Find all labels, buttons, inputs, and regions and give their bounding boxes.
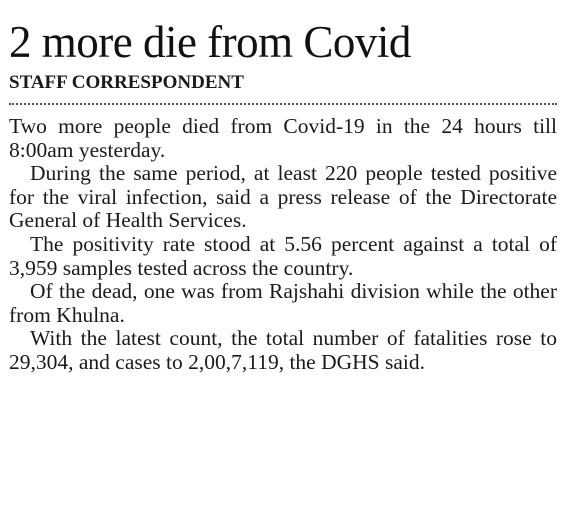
article-paragraph: With the latest count, the total number … <box>9 326 557 374</box>
article-paragraph: Of the dead, one was from Rajshahi divis… <box>9 279 557 327</box>
headline: 2 more die from Covid <box>9 17 411 67</box>
news-article: 2 more die from Covid STAFF CORRESPONDEN… <box>9 14 557 375</box>
byline: STAFF CORRESPONDENT <box>9 72 244 93</box>
dotted-divider <box>9 103 557 105</box>
article-paragraph: During the same period, at least 220 peo… <box>9 161 557 233</box>
article-paragraph: The positivity rate stood at 5.56 percen… <box>9 231 557 280</box>
article-body: Two more people died from Covid-19 in th… <box>9 114 557 375</box>
article-paragraph: Two more people died from Covid-19 in th… <box>9 114 557 162</box>
